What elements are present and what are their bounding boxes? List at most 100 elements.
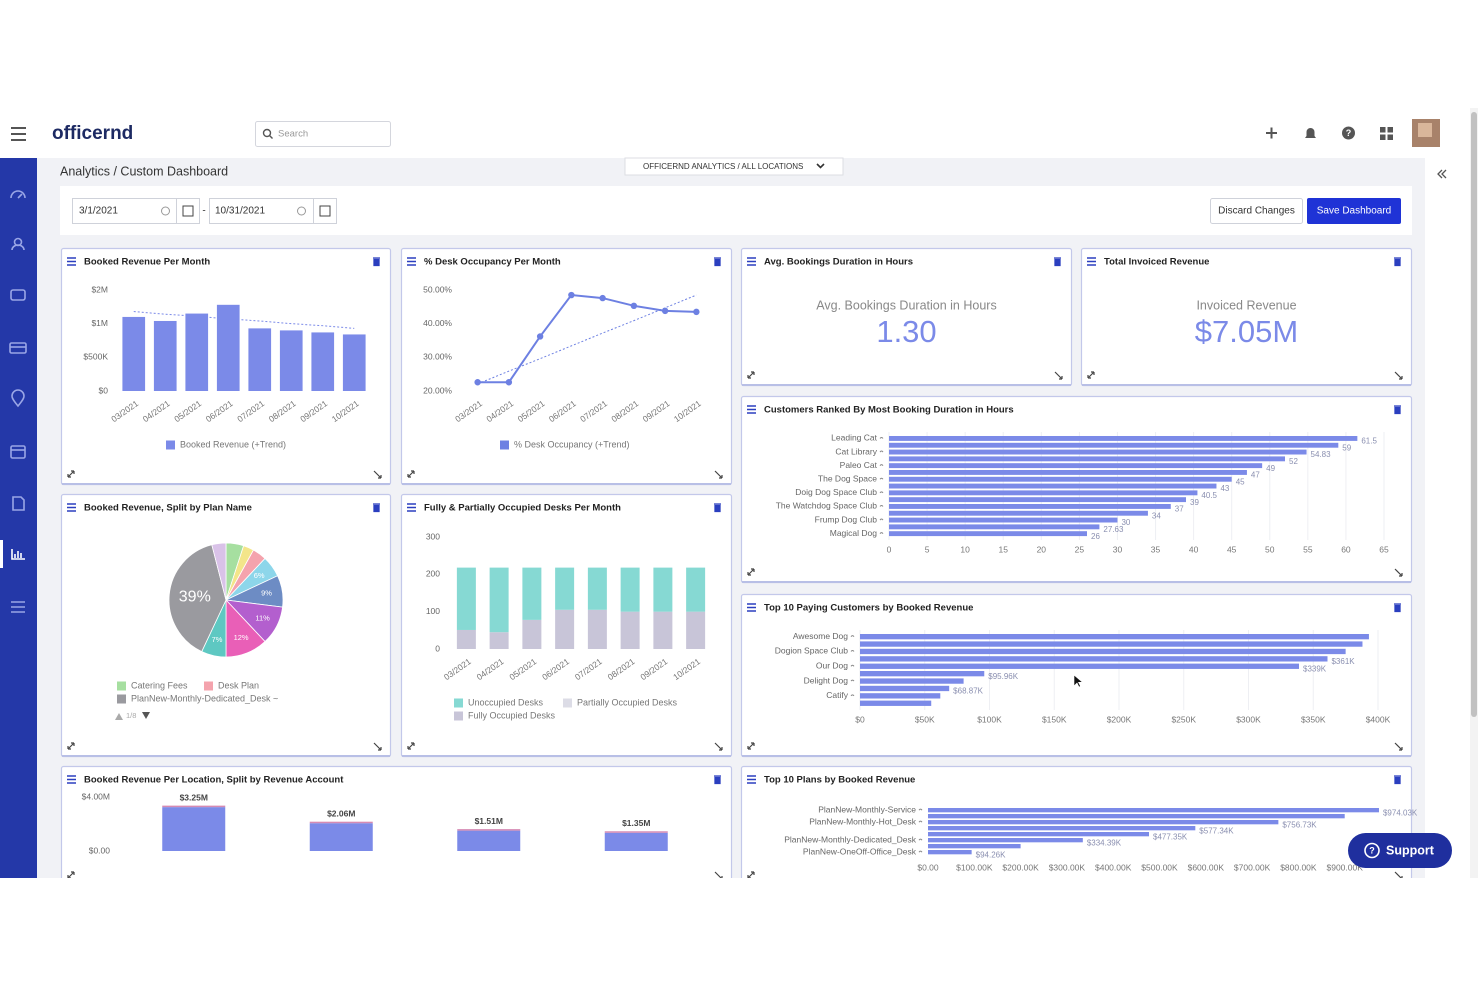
bar [686, 567, 706, 612]
x-tick-label: $700.00K [1234, 862, 1271, 872]
legend-label: % Desk Occupancy (+Trend) [514, 439, 629, 449]
end-calendar[interactable] [313, 198, 337, 224]
bar [860, 685, 950, 692]
bar [928, 820, 1279, 825]
scrollbar-thumb[interactable] [1471, 112, 1477, 717]
widget-delete[interactable] [1394, 775, 1401, 785]
widget-delete[interactable] [1394, 603, 1401, 613]
end-date-input[interactable] [209, 198, 314, 224]
data-label: $974.03K [1383, 808, 1418, 817]
widget-title: % Desk Occupancy Per Month [424, 257, 561, 268]
bar [309, 823, 373, 851]
legend-next[interactable] [142, 712, 150, 719]
sidebar-icons[interactable] [9, 190, 27, 613]
widget-menu[interactable] [747, 603, 756, 612]
widget-delete[interactable] [1054, 257, 1061, 267]
widget-resize[interactable] [714, 470, 723, 479]
data-label: 9% [261, 589, 272, 598]
y-tick [879, 464, 884, 466]
widget-menu[interactable] [747, 775, 756, 784]
bar [928, 832, 1150, 837]
clear-start[interactable] [161, 206, 170, 216]
widget-move[interactable] [407, 470, 415, 478]
widget-resize[interactable] [373, 742, 382, 751]
widget-move[interactable] [407, 742, 415, 750]
widget-menu[interactable] [407, 257, 416, 266]
save-button[interactable] [1307, 198, 1401, 224]
start-calendar[interactable] [176, 198, 200, 224]
bar [653, 567, 673, 612]
data-label: $334.39K [1087, 838, 1122, 847]
bar [162, 807, 226, 851]
widget-resize[interactable] [714, 742, 723, 751]
widget-title: Avg. Bookings Duration in Hours [764, 257, 913, 268]
collapse-button[interactable] [1437, 169, 1447, 179]
widget-menu[interactable] [747, 257, 756, 266]
legend-swatch [117, 694, 126, 704]
kpi-value: $7.05M [1195, 314, 1298, 349]
bar-top-segment [309, 821, 373, 824]
widget-delete[interactable] [1394, 257, 1401, 267]
x-tick-label: 40 [1189, 544, 1199, 554]
data-label: $3.25M [180, 792, 208, 802]
apps-button[interactable] [1380, 127, 1393, 140]
widget-menu[interactable] [67, 775, 76, 784]
widget-move[interactable] [747, 742, 755, 750]
widget-delete[interactable] [714, 257, 721, 267]
widget-menu[interactable] [67, 257, 76, 266]
widget-resize[interactable] [373, 470, 382, 479]
widget-menu[interactable] [747, 405, 756, 414]
bar [860, 656, 1328, 662]
legend-prev[interactable] [115, 713, 123, 720]
legend-label: Unoccupied Desks [468, 697, 544, 707]
widget-menu[interactable] [1087, 257, 1096, 266]
data-label: 61.5 [1361, 437, 1377, 446]
bar [860, 671, 985, 677]
widget-move[interactable] [1087, 371, 1095, 379]
add-button[interactable] [1266, 127, 1277, 139]
y-tick-label: $0.00 [89, 845, 111, 855]
widget-move[interactable] [67, 742, 75, 750]
discard-button[interactable] [1210, 198, 1303, 224]
widget-menu[interactable] [407, 503, 416, 512]
data-label: $1.35M [622, 818, 650, 828]
widget-delete[interactable] [714, 503, 721, 513]
clear-end[interactable] [297, 206, 306, 216]
widget-resize[interactable] [1054, 371, 1063, 380]
notifications-button[interactable] [1305, 128, 1316, 138]
widget-move[interactable] [747, 568, 755, 576]
end-date: 10/31/2021 [215, 206, 265, 217]
data-label: $2.06M [327, 808, 355, 818]
widget-delete[interactable] [1394, 405, 1401, 415]
widget-menu[interactable] [67, 503, 76, 512]
y-tick-label: Magical Dog [830, 528, 878, 538]
y-tick [918, 838, 923, 841]
point [536, 333, 544, 340]
widget-move[interactable] [747, 371, 755, 379]
bar [620, 567, 640, 612]
data-label: 54.83 [1311, 450, 1332, 459]
menu-button[interactable] [11, 127, 26, 141]
bar [889, 524, 1100, 530]
logo[interactable]: officernd [52, 123, 133, 144]
widget-resize[interactable] [1394, 742, 1403, 751]
widget-resize[interactable] [1394, 371, 1403, 380]
support-button[interactable] [1348, 833, 1452, 868]
data-label: 59 [1342, 443, 1351, 452]
widget-delete[interactable] [714, 775, 721, 785]
widget-move[interactable] [67, 470, 75, 478]
start-date: 3/1/2021 [79, 206, 118, 217]
bar [928, 838, 1083, 843]
scope-selector[interactable] [624, 157, 844, 176]
x-tick-label: $200K [1107, 714, 1132, 724]
search-box[interactable] [255, 121, 391, 147]
widget-resize[interactable] [1394, 568, 1403, 577]
help-button[interactable] [1342, 126, 1355, 140]
y-tick-label: $500K [83, 352, 108, 362]
bar [860, 663, 1300, 669]
bar [686, 611, 706, 649]
widget-delete[interactable] [373, 503, 380, 513]
search-icon [262, 128, 272, 138]
bar [555, 567, 575, 610]
widget-delete[interactable] [373, 257, 380, 267]
